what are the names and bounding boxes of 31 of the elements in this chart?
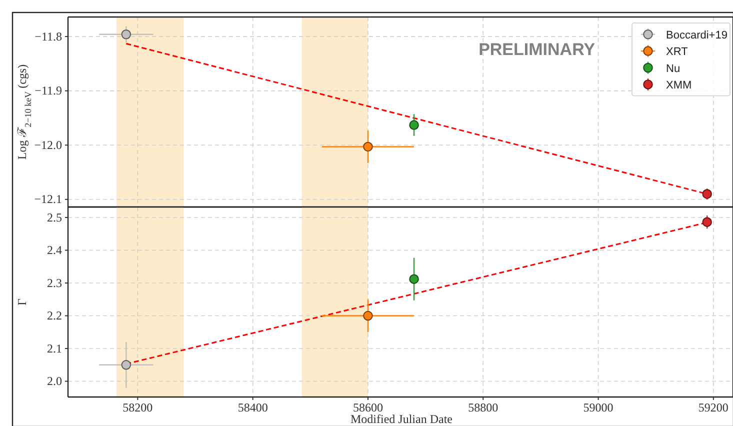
legend-label: Boccardi+19	[666, 29, 728, 42]
y-tick-label: −11.8	[34, 29, 62, 44]
y-tick-label: −12.1	[34, 192, 62, 206]
y-tick-label: −11.9	[34, 84, 62, 98]
x-tick-label: 59000	[583, 400, 614, 415]
y-tick-label: 2.5	[47, 210, 62, 224]
point	[409, 274, 419, 284]
x-tick-label: 58800	[468, 400, 498, 415]
legend-label: Nu	[666, 62, 680, 75]
point	[121, 30, 132, 40]
y-tick-label: 2.2	[47, 308, 62, 323]
y-tick-label: −12.0	[34, 138, 62, 152]
point	[702, 189, 712, 199]
legend-label: XMM	[666, 79, 692, 92]
x-tick-label: 58600	[352, 400, 383, 415]
x-axis-title: Modified Julian Date	[350, 412, 452, 426]
y-tick-label: 2.0	[47, 374, 62, 388]
point	[363, 310, 373, 321]
legend-label: XRT	[666, 46, 688, 58]
y-tick-label: 2.4	[47, 243, 62, 258]
y-axis-title: Γ	[15, 298, 29, 306]
point	[363, 142, 373, 152]
y-tick-label: 2.3	[47, 276, 62, 290]
y-tick-label: 2.1	[47, 341, 62, 356]
x-tick-label: 59200	[698, 400, 728, 415]
point	[409, 120, 419, 130]
x-tick-label: 58200	[122, 400, 153, 415]
x-tick-label: 58400	[238, 400, 268, 415]
point	[702, 217, 712, 227]
point	[121, 360, 132, 370]
annotation: PRELIMINARY	[478, 40, 596, 59]
